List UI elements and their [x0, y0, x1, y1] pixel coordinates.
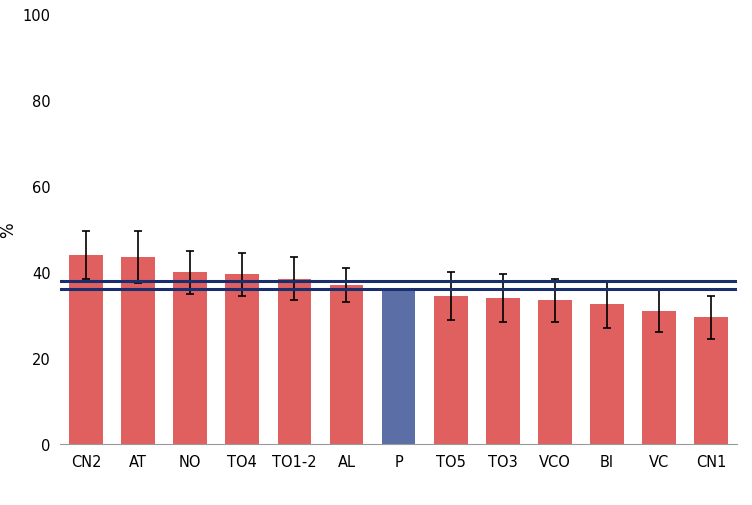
Bar: [121, 258, 155, 444]
Bar: [174, 273, 208, 444]
Bar: [69, 256, 103, 444]
Bar: [277, 279, 311, 444]
Bar: [226, 275, 259, 444]
Bar: [329, 285, 363, 444]
Bar: [538, 300, 572, 444]
Y-axis label: %: %: [0, 222, 17, 237]
Bar: [381, 290, 415, 444]
Bar: [694, 318, 728, 444]
Bar: [434, 296, 468, 444]
Bar: [642, 311, 676, 444]
Bar: [486, 298, 520, 444]
Bar: [590, 305, 623, 444]
